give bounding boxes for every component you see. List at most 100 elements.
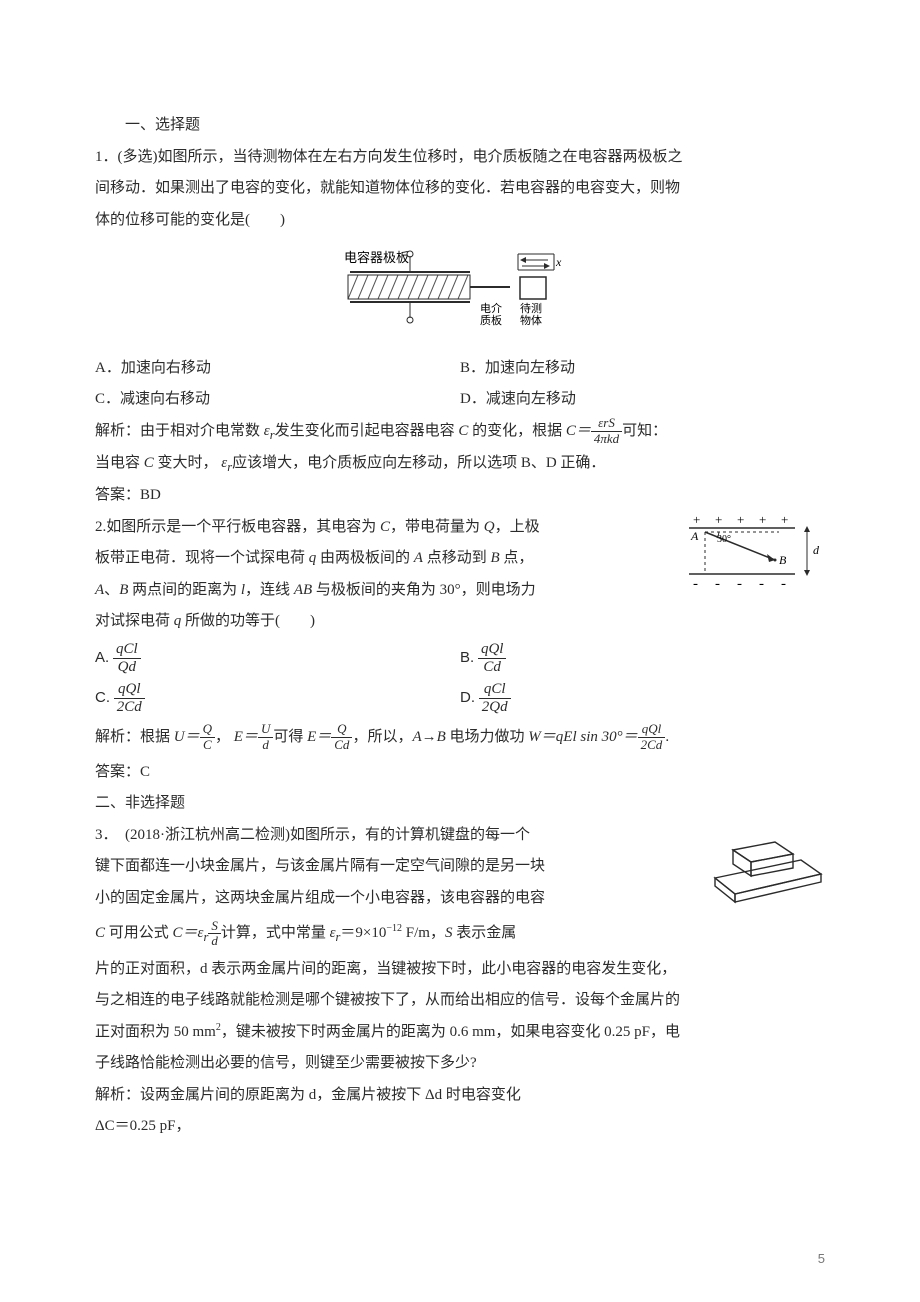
q2-solution: 解析：根据 U＝QC， E＝Ud可得 E＝QCd，所以，A→B 电场力做功 W＝… <box>95 718 825 757</box>
q2-t3a: 、 <box>104 582 119 598</box>
q2-sol-arrow: A→B <box>412 729 445 745</box>
q1-opt-c: C．减速向右移动 <box>95 384 460 416</box>
q1-sol-l2a: 当电容 <box>95 455 144 471</box>
q3-stem-l5: 片的正对面积，d 表示两金属片间的距离，当键被按下时，此小电容器的电容发生变化， <box>95 954 825 986</box>
q1-solution-line2: 当电容 C 变大时， εr应该增大，电介质板应向左移动，所以选项 B、D 正确． <box>95 448 825 480</box>
svg-text:-: - <box>693 576 698 592</box>
q2-a: A <box>414 550 423 566</box>
q3-epsu: F/m， <box>402 925 445 941</box>
q1-fig-obj-label2: 物体 <box>520 313 542 327</box>
q1-sol-mid1: 发生变化而引起电容器电容 <box>275 423 459 439</box>
q2-c: C <box>380 519 390 535</box>
q2-ob-lbl: B. <box>460 649 474 666</box>
q2-od-den: 2Qd <box>479 699 511 716</box>
q1-stem-line2: 间移动．如果测出了电容的变化，就能知道物体位移的变化．若电容器的电容变大，则物 <box>95 173 825 205</box>
q1-stem-line3: 体的位移可能的变化是( ) <box>95 205 825 237</box>
q3-t4a: 可用公式 <box>105 925 173 941</box>
q2-fig-angle: 30° <box>717 534 731 545</box>
q2-answer: 答案：C <box>95 757 825 789</box>
q2-opt-d: D. qCl2Qd <box>460 678 825 718</box>
svg-text:-: - <box>715 576 720 592</box>
q2-sol-f4d: 2Cd <box>638 738 666 752</box>
q2-sol-m2: ，所以， <box>352 729 412 745</box>
q2-t1: 2.如图所示是一个平行板电容器，其电容为 <box>95 519 380 535</box>
svg-text:-: - <box>759 576 764 592</box>
q1-fig-diel-label2: 质板 <box>480 313 502 327</box>
q2-t2: 板带正电荷．现将一个试探电荷 <box>95 550 309 566</box>
q2-opt-a: A. qClQd <box>95 638 460 678</box>
q1-sol-post1: 可知： <box>622 423 667 439</box>
q1-opt-a: A．加速向右移动 <box>95 353 460 385</box>
svg-text:+: + <box>781 512 788 527</box>
q1-fig-obj-label1: 待测 <box>520 301 542 315</box>
q1-c2: C <box>144 455 154 471</box>
svg-text:+: + <box>715 512 722 527</box>
q2-sol-m1: 可得 <box>273 729 307 745</box>
q2-t3d: 与极板间的夹角为 30°，则电场力 <box>312 582 536 598</box>
q3-t4lhs: C＝ <box>173 925 198 941</box>
q1-sol-l2c: 应该增大，电介质板应向左移动，所以选项 B、D 正确． <box>232 455 605 471</box>
q2-sol-s1: ， <box>215 729 230 745</box>
q1-fig-axis: x <box>555 255 562 269</box>
q2-fig-b: B <box>779 553 787 567</box>
q3-t4t: 表示金属 <box>452 925 516 941</box>
q2-oc-num: qQl <box>114 681 145 699</box>
q1-figure: 电容器极板 电介 质板 <box>95 242 825 345</box>
q1-frac-den: 4πkd <box>591 432 622 446</box>
q3-fr-d: d <box>208 934 221 948</box>
q2-sol-pre: 解析：根据 <box>95 729 174 745</box>
q1-fig-diel-label1: 电介 <box>480 302 502 315</box>
q2-od-lbl: D. <box>460 689 475 706</box>
q2-sol-f3d: Cd <box>331 738 352 752</box>
q2-ob-den: Cd <box>478 659 507 676</box>
q1-eq-lhs: C＝ <box>566 423 591 439</box>
q2-sol-tail: . <box>665 729 669 745</box>
q2-ob-num: qQl <box>478 641 507 659</box>
svg-text:-: - <box>781 576 786 592</box>
q2-sol-m3: 电场力做功 <box>446 729 529 745</box>
q1-fig-plate-label: 电容器极板 <box>344 250 409 265</box>
page-number: 5 <box>818 1245 825 1272</box>
q1-solution-line1: 解析：由于相对介电常数 εr发生变化而引起电容器电容 C 的变化，根据 C＝εr… <box>95 416 825 448</box>
section1-title: 一、选择题 <box>95 110 825 142</box>
q3-sol-l1: 解析：设两金属片间的原距离为 d，金属片被按下 Δd 时电容变化 <box>95 1080 825 1112</box>
q1-frac-num: εrS <box>591 416 622 431</box>
q2-b2: B <box>119 582 128 598</box>
q2-oa-den: Qd <box>113 659 141 676</box>
q1-opt-d: D．减速向左移动 <box>460 384 825 416</box>
q2-options: A. qClQd B. qQlCd C. qQl2Cd D. qCl2Qd <box>95 638 825 718</box>
q2-oc-den: 2Cd <box>114 699 145 716</box>
q2-sol-f3l: E＝ <box>307 729 331 745</box>
q2-sol-f1d: C <box>200 738 215 752</box>
q2-figure: + + + + + - - - - - A 30° B <box>685 512 825 605</box>
q2-sol-f2l: E＝ <box>234 729 258 745</box>
q2-sol-f2d: d <box>258 738 273 752</box>
svg-text:+: + <box>693 512 700 527</box>
q3-stem-l8: 子线路恰能检测出必要的信号，则键至少需要被按下多少? <box>95 1048 825 1080</box>
q2-sol-weq: W＝qEl sin 30°＝ <box>528 729 637 745</box>
q2-fig-d: d <box>813 543 820 557</box>
section2-title: 二、非选择题 <box>95 788 825 820</box>
q2-t3c: ，连线 <box>245 582 294 598</box>
q2-t2d: 点， <box>500 550 534 566</box>
q2-oa-num: qCl <box>113 641 141 659</box>
q2-sol-f1n: Q <box>200 722 215 737</box>
q3-epse: −12 <box>386 923 402 934</box>
q2-sol-f3n: Q <box>331 722 352 737</box>
q2-ab: AB <box>294 582 312 598</box>
q3-stem-l7: 正对面积为 50 mm2，键未被按下时两金属片的距离为 0.6 mm，如果电容变… <box>95 1017 825 1049</box>
q2-od-num: qCl <box>479 681 511 699</box>
q2-t4b: 所做的功等于( ) <box>181 613 315 629</box>
q3-c1: C <box>95 925 105 941</box>
q3-sol-l2: ΔC＝0.25 pF， <box>95 1111 825 1143</box>
q2-t4: 对试探电荷 <box>95 613 174 629</box>
svg-text:+: + <box>737 512 744 527</box>
svg-text:-: - <box>737 576 742 592</box>
q2-sol-f2n: U <box>258 722 273 737</box>
q3-stem-l6: 与之相连的电子线路就能检测是哪个键被按下了，从而给出相应的信号．设每个金属片的 <box>95 985 825 1017</box>
q2-fig-a: A <box>690 529 699 543</box>
svg-text:+: + <box>759 512 766 527</box>
q1-sol-pre: 解析：由于相对介电常数 <box>95 423 264 439</box>
q1-answer: 答案：BD <box>95 480 825 512</box>
q2-t2b: 由两极板间的 <box>316 550 414 566</box>
